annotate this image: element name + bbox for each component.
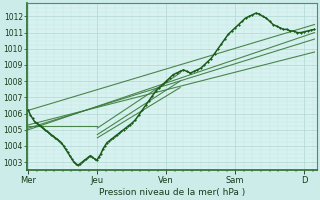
X-axis label: Pression niveau de la mer( hPa ): Pression niveau de la mer( hPa ): [99, 188, 245, 197]
